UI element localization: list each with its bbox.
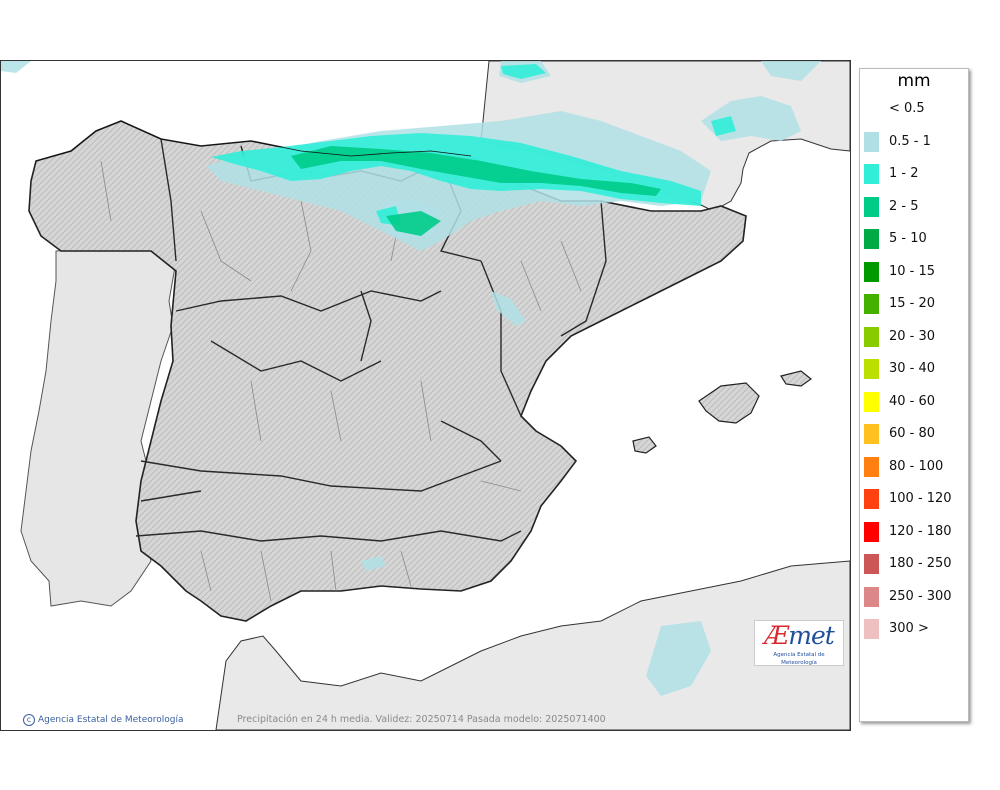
precipitation-map: c Agencia Estatal de Meteorología Precipi…: [0, 60, 851, 731]
map-canvas: [1, 61, 850, 730]
aemet-logo: Æmet Agencia Estatal de Meteorología: [754, 620, 844, 666]
coastline: [35, 120, 472, 162]
legend-swatch: [864, 424, 879, 444]
legend-label: 30 - 40: [889, 361, 936, 376]
legend-row: 60 - 80: [864, 424, 968, 444]
aemet-logo-subtitle: Agencia Estatal de Meteorología: [773, 652, 825, 666]
legend-label: 180 - 250: [889, 556, 952, 571]
legend-row: 10 - 15: [864, 261, 968, 282]
copyright-icon: c: [23, 714, 35, 726]
legend-swatch: [864, 326, 879, 347]
legend-label: 120 - 180: [889, 523, 952, 539]
legend-row: 300 >: [864, 619, 968, 639]
legend-label: 0.5 - 1: [889, 133, 931, 149]
legend-swatch: [864, 489, 879, 509]
map-caption: Precipitación en 24 h media. Validez: 20…: [237, 714, 606, 725]
legend-swatch: [864, 586, 879, 607]
legend-row: 20 - 30: [864, 326, 968, 347]
legend-row: 40 - 60: [864, 391, 968, 412]
aemet-logo-mark: Æmet: [764, 621, 835, 650]
legend-row: 0.5 - 1: [864, 131, 968, 152]
aemet-credit: c Agencia Estatal de Meteorología: [23, 714, 184, 726]
legend-row: 80 - 100: [864, 456, 968, 477]
legend-swatch: [864, 456, 879, 477]
legend-swatch: [864, 196, 879, 217]
precipitation-overlay: [1, 61, 821, 696]
legend-row: < 0.5: [864, 99, 968, 119]
legend-swatch: [864, 391, 879, 412]
legend-label: 300 >: [889, 621, 929, 636]
legend-label: 1 - 2: [889, 166, 919, 181]
legend-swatch: [864, 164, 879, 184]
legend-label: 80 - 100: [889, 458, 944, 474]
legend-swatch: [864, 359, 879, 379]
legend-swatch: [864, 229, 879, 249]
legend-label: 100 - 120: [889, 491, 952, 506]
legend-row: 180 - 250: [864, 554, 968, 574]
mallorca: [698, 382, 760, 424]
precipitation-legend: mm < 0.5 0.5 - 1 1 - 2 2 - 5 5 - 10 10 - 15 15…: [859, 68, 969, 722]
legend-row: 1 - 2: [864, 164, 968, 184]
legend-label: 10 - 15: [889, 263, 936, 279]
legend-label: 250 - 300: [889, 588, 952, 604]
legend-unit: mm: [897, 71, 931, 91]
legend-swatch: [864, 294, 879, 314]
legend-label: 2 - 5: [889, 198, 919, 214]
legend-row: 15 - 20: [864, 294, 968, 314]
legend-label: 15 - 20: [889, 296, 936, 311]
legend-label: 60 - 80: [889, 426, 936, 441]
legend-row: 2 - 5: [864, 196, 968, 217]
legend-row: 5 - 10: [864, 229, 968, 249]
africa-land: [215, 560, 850, 730]
legend-swatch: [864, 131, 879, 152]
menorca: [780, 370, 813, 387]
legend-swatch: [864, 521, 879, 542]
legend-label: 20 - 30: [889, 328, 936, 344]
legend-swatch: [864, 619, 879, 639]
legend-row: 100 - 120: [864, 489, 968, 509]
legend-swatch: [864, 261, 879, 282]
legend-row: 30 - 40: [864, 359, 968, 379]
ibiza: [632, 436, 657, 454]
legend-row: 120 - 180: [864, 521, 968, 542]
legend-label: 40 - 60: [889, 393, 936, 409]
legend-swatch: [864, 554, 879, 574]
legend-label: < 0.5: [889, 101, 925, 116]
credit-text: Agencia Estatal de Meteorología: [38, 715, 184, 725]
legend-label: 5 - 10: [889, 231, 927, 246]
legend-row: 250 - 300: [864, 586, 968, 607]
